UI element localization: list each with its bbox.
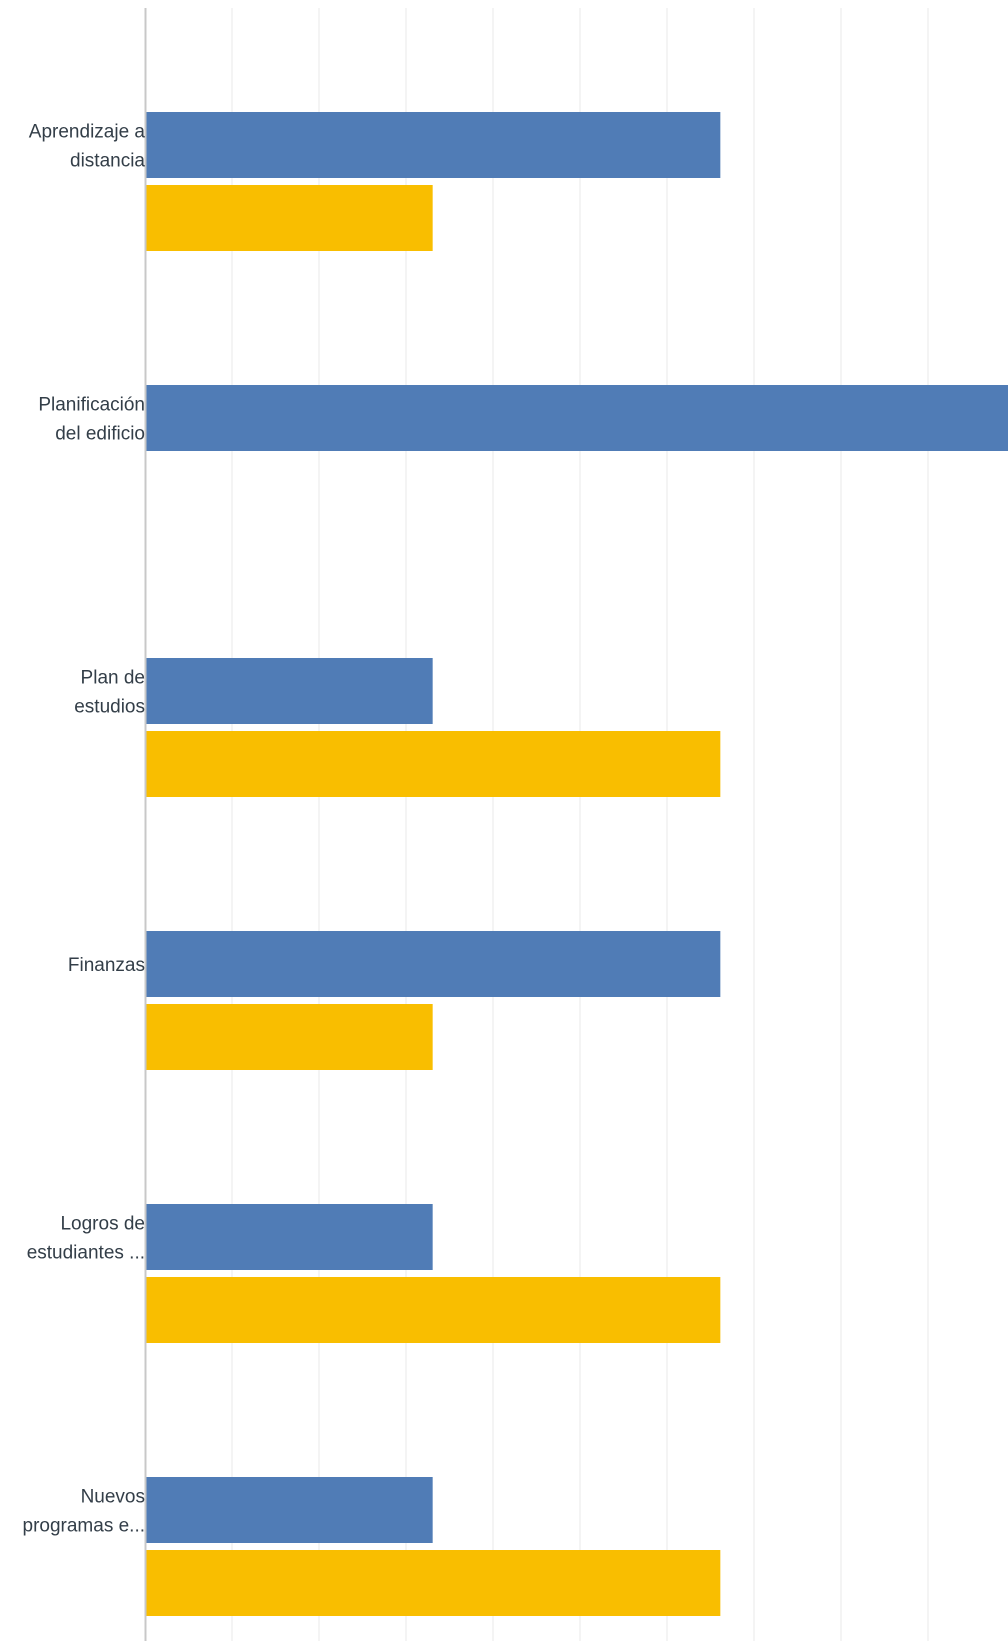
bar-series-2-cat-6 [145, 1550, 721, 1616]
bar-series-2-cat-1 [145, 185, 433, 251]
category-label-line: programas e... [23, 1516, 146, 1537]
bar-series-1-cat-5 [145, 1204, 433, 1270]
bar-series-1-cat-3 [145, 658, 433, 724]
bar-series-2-cat-4 [145, 1004, 433, 1070]
category-label: Finanzas [68, 955, 145, 976]
category-labels: Aprendizaje a distancia Planificación del e… [23, 122, 146, 1537]
category-label-line: Planificación [38, 395, 145, 416]
bar-series-1-cat-4 [145, 931, 721, 997]
category-label-line: distancia [70, 151, 145, 172]
category-label: Planificación del edificio [38, 395, 145, 445]
gridlines [231, 8, 929, 1641]
category-label-line: Logros de [60, 1214, 145, 1235]
bar-series-2-cat-5 [145, 1277, 721, 1343]
bar-series-1-cat-2 [145, 385, 1008, 451]
bars [145, 112, 1008, 1616]
category-label: Aprendizaje a distancia [29, 122, 146, 172]
category-label-line: del edificio [55, 424, 145, 445]
category-label-line: Finanzas [68, 955, 145, 976]
bar-series-2-cat-3 [145, 731, 721, 797]
category-label: Plan de estudios [74, 668, 145, 718]
category-label: Logros de estudiantes ... [27, 1214, 145, 1264]
bar-series-1-cat-1 [145, 112, 721, 178]
category-label-line: Aprendizaje a [29, 122, 146, 143]
category-label-line: estudiantes ... [27, 1243, 145, 1264]
bar-series-1-cat-6 [145, 1477, 433, 1543]
category-label: Nuevos programas e... [23, 1487, 146, 1537]
category-label-line: Plan de [81, 668, 145, 689]
category-label-line: Nuevos [81, 1487, 145, 1508]
category-label-line: estudios [74, 697, 145, 718]
